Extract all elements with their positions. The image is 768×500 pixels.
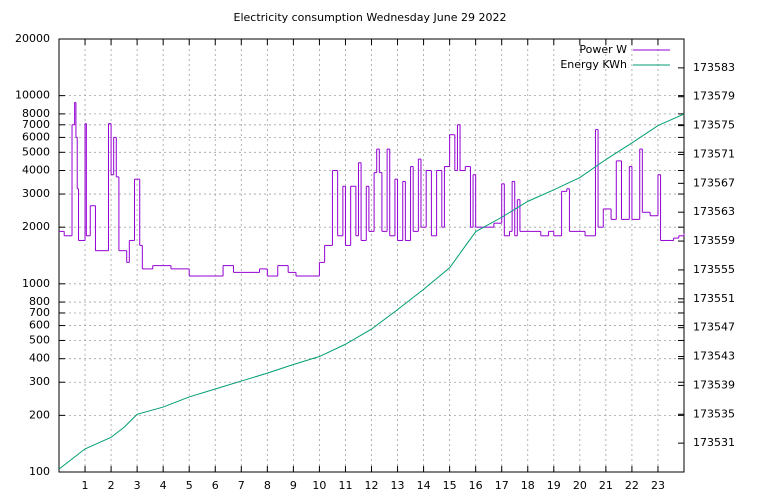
y2-tick-label: 173583 — [693, 61, 735, 74]
chart-title: Electricity consumption Wednesday June 2… — [234, 11, 507, 24]
y2-tick-label: 173563 — [693, 205, 735, 218]
x-tick-label: 1 — [82, 479, 89, 492]
y2-tick-label: 173531 — [693, 436, 735, 449]
y2-tick-label: 173567 — [693, 176, 735, 189]
x-tick-label: 2 — [108, 479, 115, 492]
x-tick-label: 4 — [160, 479, 167, 492]
x-tick-label: 15 — [443, 479, 457, 492]
x-tick-label: 8 — [264, 479, 271, 492]
x-tick-label: 19 — [547, 479, 561, 492]
x-tick-label: 20 — [573, 479, 587, 492]
y-tick-label: 600 — [29, 319, 50, 332]
y2-tick-label: 173575 — [693, 119, 735, 132]
x-tick-label: 23 — [651, 479, 665, 492]
y-tick-label: 4000 — [22, 164, 50, 177]
y-tick-label: 300 — [29, 375, 50, 388]
plot-border — [58, 38, 685, 473]
y2-tick-label: 173535 — [693, 407, 735, 420]
y2-tick-label: 173555 — [693, 263, 735, 276]
y-tick-label: 500 — [29, 333, 50, 346]
y2-tick-label: 173539 — [693, 378, 735, 391]
y-tick-label: 3000 — [22, 187, 50, 200]
y2-tick-label: 173559 — [693, 234, 735, 247]
x-tick-label: 3 — [134, 479, 141, 492]
y2-tick-label: 173543 — [693, 350, 735, 363]
y-tick-label: 1000 — [22, 277, 50, 290]
x-tick-label: 17 — [495, 479, 509, 492]
y-tick-label: 6000 — [22, 130, 50, 143]
x-tick-label: 11 — [338, 479, 352, 492]
x-tick-label: 5 — [186, 479, 193, 492]
x-tick-label: 9 — [290, 479, 297, 492]
x-tick-label: 21 — [599, 479, 613, 492]
y-tick-label: 7000 — [22, 118, 50, 131]
y2-tick-label: 173551 — [693, 292, 735, 305]
y-tick-label: 800 — [29, 295, 50, 308]
x-tick-label: 16 — [469, 479, 483, 492]
legend-label: Energy KWh — [560, 58, 627, 71]
y-tick-label: 8000 — [22, 107, 50, 120]
y2-tick-label: 173571 — [693, 147, 735, 160]
y2-tick-label: 173579 — [693, 90, 735, 103]
x-tick-label: 13 — [391, 479, 405, 492]
y-tick-label: 400 — [29, 352, 50, 365]
y-tick-label: 20000 — [15, 32, 50, 45]
x-tick-label: 18 — [521, 479, 535, 492]
x-tick-label: 7 — [238, 479, 245, 492]
energy-line — [58, 113, 685, 470]
x-tick-label: 12 — [365, 479, 379, 492]
y-tick-label: 5000 — [22, 145, 50, 158]
x-tick-label: 10 — [312, 479, 326, 492]
x-tick-label: 22 — [625, 479, 639, 492]
y-tick-label: 200 — [29, 408, 50, 421]
y2-tick-label: 173547 — [693, 321, 735, 334]
x-tick-label: 6 — [212, 479, 219, 492]
y-tick-label: 700 — [29, 306, 50, 319]
y-tick-label: 100 — [29, 465, 50, 478]
y-tick-label: 2000 — [22, 220, 50, 233]
y-tick-label: 10000 — [15, 89, 50, 102]
legend-label: Power W — [579, 43, 627, 56]
x-tick-label: 14 — [417, 479, 431, 492]
